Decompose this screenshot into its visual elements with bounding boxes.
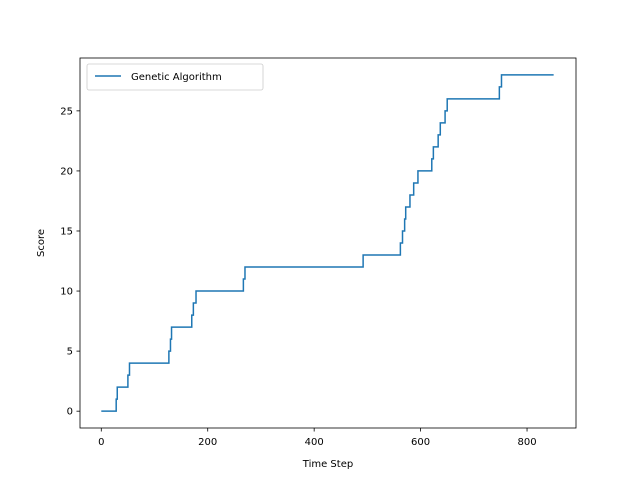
y-tick-label: 5 xyxy=(67,347,73,358)
y-tick-label: 0 xyxy=(67,407,73,418)
y-tick-label: 10 xyxy=(60,287,73,298)
legend: Genetic Algorithm xyxy=(86,63,264,91)
axes-frame xyxy=(79,57,577,429)
x-tick-label: 600 xyxy=(411,437,430,448)
y-axis-label: Score xyxy=(36,229,47,257)
x-tick-label: 800 xyxy=(517,437,536,448)
y-axis-ticks: 0 5 10 15 20 25 xyxy=(60,106,80,418)
plot-area xyxy=(101,74,554,412)
x-tick-label: 200 xyxy=(198,437,217,448)
legend-label: Genetic Algorithm xyxy=(131,72,222,83)
x-tick-label: 400 xyxy=(305,437,324,448)
x-axis-ticks: 0 200 400 600 800 xyxy=(98,428,537,448)
series-line-genetic-algorithm xyxy=(101,74,554,412)
y-tick-label: 15 xyxy=(60,226,73,237)
legend-box xyxy=(86,63,264,91)
y-tick-label: 20 xyxy=(60,166,73,177)
x-axis-label: Time Step xyxy=(302,459,353,470)
x-tick-label: 0 xyxy=(98,437,104,448)
y-tick-label: 25 xyxy=(60,106,73,117)
